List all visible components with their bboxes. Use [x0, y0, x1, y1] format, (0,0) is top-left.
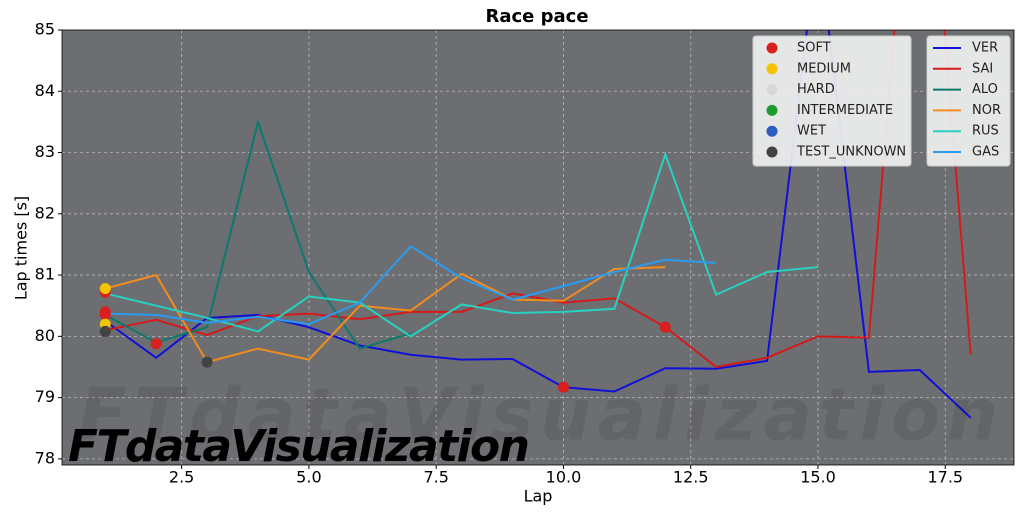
compound-marker	[201, 356, 213, 368]
x-tick-label: 2.5	[169, 468, 194, 487]
legend-marker	[766, 63, 778, 75]
legend-marker	[766, 104, 778, 116]
x-tick-label: 5.0	[296, 468, 321, 487]
driver-line	[105, 244, 717, 326]
legend-label: NOR	[972, 103, 1001, 118]
watermark: FTdataVisualization	[68, 421, 530, 472]
compound-marker	[557, 381, 569, 393]
driver-line	[105, 266, 666, 364]
x-tick-label: 17.5	[927, 468, 963, 487]
legend-marker	[766, 146, 778, 158]
legend-label: ALO	[972, 82, 998, 97]
legend-compounds	[752, 35, 912, 167]
chart-title: Race pace	[485, 6, 588, 27]
y-tick-label: 79	[35, 387, 55, 406]
legend-marker	[766, 125, 778, 137]
legend-label: SOFT	[797, 41, 831, 56]
legend-label: GAS	[972, 145, 999, 160]
legend-label: INTERMEDIATE	[797, 103, 893, 118]
y-tick-label: 84	[35, 81, 55, 100]
x-tick-label: 15.0	[800, 468, 836, 487]
y-axis-label: Lap times [s]	[12, 196, 31, 300]
compound-marker	[99, 325, 111, 337]
driver-line	[105, 30, 972, 369]
compound-marker	[99, 283, 111, 295]
driver-line	[105, 151, 819, 338]
x-axis-label: Lap	[524, 487, 553, 506]
legend-label: TEST_UNKNOWN	[796, 145, 906, 160]
legend-label: WET	[797, 124, 826, 139]
legend-label: MEDIUM	[797, 61, 851, 76]
legend-label: HARD	[797, 82, 835, 97]
legend-label: VER	[972, 41, 998, 56]
compound-marker	[150, 338, 162, 350]
y-tick-label: 85	[35, 20, 55, 39]
y-tick-label: 80	[35, 326, 55, 345]
legend-label: RUS	[972, 124, 999, 139]
y-tick-label: 83	[35, 142, 55, 161]
compound-marker	[659, 321, 671, 333]
x-tick-label: 7.5	[423, 468, 448, 487]
legend-marker	[766, 84, 778, 96]
compound-marker	[99, 309, 111, 321]
plot-frame	[61, 29, 1015, 466]
x-tick-label: 12.5	[673, 468, 709, 487]
legend-marker	[766, 42, 778, 54]
x-tick-label: 10.0	[546, 468, 582, 487]
y-tick-label: 81	[35, 265, 55, 284]
y-tick-label: 78	[35, 448, 55, 467]
driver-line	[104, 30, 972, 419]
y-tick-label: 82	[35, 203, 55, 222]
legend-label: SAI	[972, 61, 993, 76]
